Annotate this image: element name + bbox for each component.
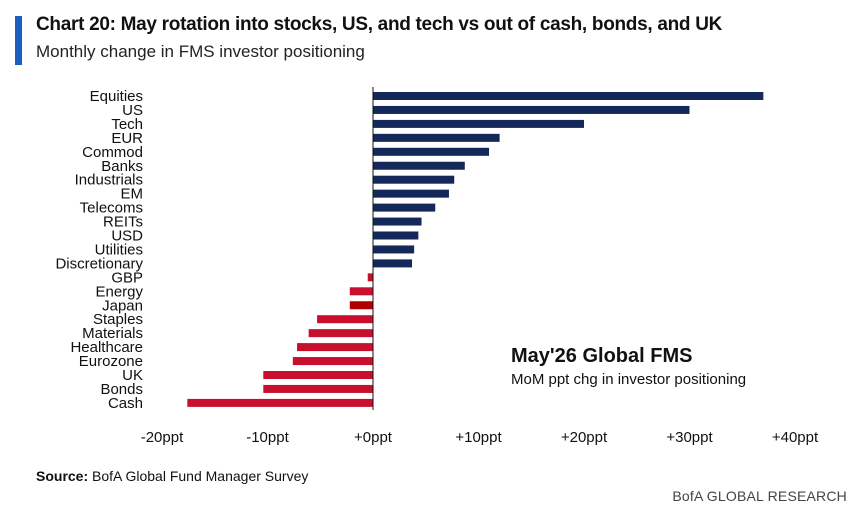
category-label-tech: Tech bbox=[111, 116, 143, 133]
category-label-industrials: Industrials bbox=[75, 172, 143, 189]
bar-uk bbox=[263, 371, 373, 379]
category-label-discretionary: Discretionary bbox=[55, 255, 143, 272]
category-label-uk: UK bbox=[122, 367, 143, 384]
bar-bonds bbox=[263, 384, 373, 393]
annotation-subtitle: MoM ppt chg in investor positioning bbox=[511, 371, 746, 388]
chart-title: Chart 20: May rotation into stocks, US, … bbox=[36, 14, 723, 35]
bar-telecoms bbox=[373, 203, 436, 212]
category-label-staples: Staples bbox=[93, 311, 143, 328]
category-label-gbp: GBP bbox=[111, 269, 143, 286]
bar-eur bbox=[373, 133, 500, 142]
bar-banks bbox=[373, 161, 465, 170]
bar-cash bbox=[187, 398, 373, 407]
source-label: Source: bbox=[36, 468, 89, 484]
bars-group bbox=[187, 92, 764, 407]
category-labels-group: EquitiesUSTechEURCommodBanksIndustrialsE… bbox=[55, 88, 143, 412]
x-tick-label: +20ppt bbox=[561, 429, 608, 446]
bar-materials bbox=[308, 329, 373, 338]
x-tick-label: -20ppt bbox=[141, 429, 184, 446]
category-label-cash: Cash bbox=[108, 395, 143, 412]
x-tick-label: +40ppt bbox=[772, 429, 819, 446]
x-tick-label: +30ppt bbox=[666, 429, 713, 446]
chart-subtitle: Monthly change in FMS investor positioni… bbox=[36, 42, 365, 61]
source-note: Source: BofA Global Fund Manager Survey bbox=[36, 468, 308, 484]
brand-label: BofA GLOBAL RESEARCH bbox=[672, 488, 847, 504]
bar-staples bbox=[317, 315, 373, 324]
bar-japan bbox=[349, 301, 373, 310]
bar-utilities bbox=[373, 245, 415, 254]
bar-reits bbox=[373, 217, 422, 226]
source-text: BofA Global Fund Manager Survey bbox=[88, 468, 309, 484]
category-label-telecoms: Telecoms bbox=[80, 200, 143, 217]
x-tick-label: -10ppt bbox=[246, 429, 289, 446]
category-label-usd: USD bbox=[111, 228, 143, 245]
bar-industrials bbox=[373, 175, 455, 184]
bar-usd bbox=[373, 231, 419, 240]
category-label-us: US bbox=[122, 102, 143, 119]
category-label-bonds: Bonds bbox=[100, 381, 143, 398]
x-tick-label: +0ppt bbox=[354, 429, 393, 446]
bar-commod bbox=[373, 147, 490, 156]
bar-gbp bbox=[367, 273, 373, 282]
category-label-eur: EUR bbox=[111, 130, 143, 147]
bar-em bbox=[373, 189, 449, 198]
bar-eurozone bbox=[292, 357, 373, 366]
category-label-energy: Energy bbox=[95, 283, 143, 300]
bar-equities bbox=[373, 92, 764, 100]
category-label-utilities: Utilities bbox=[95, 241, 143, 258]
category-label-healthcare: Healthcare bbox=[70, 339, 143, 356]
title-accent-bar bbox=[15, 16, 22, 65]
category-label-commod: Commod bbox=[82, 144, 143, 161]
x-axis-ticks-group: -20ppt -10ppt +0ppt +10ppt +20ppt +30ppt +40pp… bbox=[141, 429, 819, 446]
bar-us bbox=[373, 105, 690, 114]
bar-discretionary bbox=[373, 259, 413, 268]
x-tick-label: +10ppt bbox=[455, 429, 502, 446]
category-label-banks: Banks bbox=[101, 158, 143, 175]
category-label-eurozone: Eurozone bbox=[79, 353, 143, 370]
bar-tech bbox=[373, 119, 584, 128]
annotation-title: May'26 Global FMS bbox=[511, 345, 692, 367]
category-label-materials: Materials bbox=[82, 325, 143, 342]
bar-healthcare bbox=[297, 343, 373, 352]
category-label-equities: Equities bbox=[90, 88, 143, 105]
category-label-reits: REITs bbox=[103, 214, 143, 231]
bar-energy bbox=[349, 287, 373, 296]
category-label-japan: Japan bbox=[102, 297, 143, 314]
category-label-em: EM bbox=[121, 186, 144, 203]
